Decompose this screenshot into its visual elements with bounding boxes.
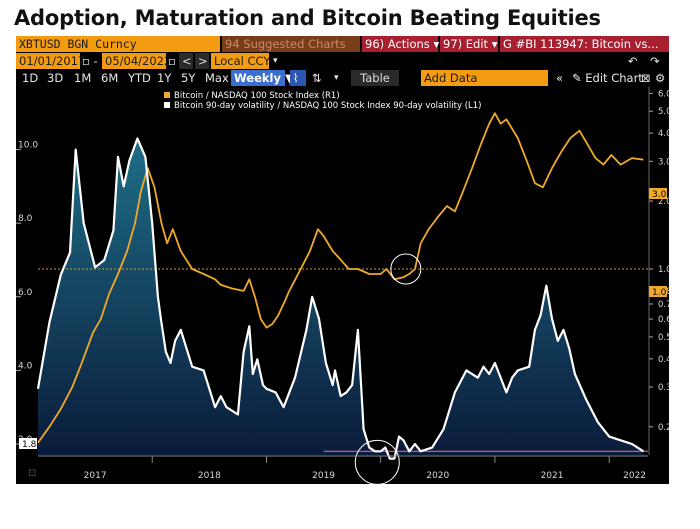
right-axis-label: 0.2 <box>658 423 669 433</box>
last-value-right-top-box <box>649 188 667 199</box>
right-axis-label: 0.6 <box>658 315 669 325</box>
right-axis-label: 0.3 <box>658 383 669 393</box>
prev-period-button[interactable]: < <box>179 53 193 69</box>
period-6m[interactable]: 6M <box>101 71 119 85</box>
x-axis-label: 2021 <box>541 471 564 481</box>
chart-settings-icon[interactable]: ⊠ <box>641 71 651 85</box>
period-3d[interactable]: 3D <box>47 71 64 85</box>
right-axis-label: 0.5 <box>658 333 669 343</box>
x-axis-label: 2017 <box>84 471 107 481</box>
add-data-field[interactable]: Add Data <box>421 70 548 86</box>
actions-menu[interactable]: 96) Actions ▾ <box>362 36 439 52</box>
last-value-right-top: 3.0 <box>652 190 667 200</box>
table-button[interactable]: Table <box>351 70 399 86</box>
suggested-charts-button[interactable]: 94 Suggested Charts <box>222 36 360 52</box>
x-axis-label: 2022 <box>623 471 646 481</box>
period-1m[interactable]: 1M <box>74 71 92 85</box>
headline: Adoption, Maturation and Bitcoin Beating… <box>14 6 601 30</box>
legend-swatch-vol <box>164 102 170 108</box>
x-axis-label: 2018 <box>198 471 221 481</box>
right-axis-label: 2.0 <box>658 197 669 207</box>
start-date-field[interactable]: 01/01/2017 <box>16 53 85 69</box>
volatility-area <box>38 138 644 459</box>
last-value-right-mid-box <box>649 286 667 297</box>
bar-type-icon[interactable]: ⇅ <box>312 71 322 85</box>
edit-menu[interactable]: 97) Edit ▾ <box>440 36 498 52</box>
line-chart-icon[interactable]: ⌇ <box>290 70 306 86</box>
undo-icon[interactable]: ↶ <box>628 54 638 68</box>
currency-field[interactable]: Local CCY <box>211 53 270 69</box>
toolbar-row-1: XBTUSD BGN Curncy 94 Suggested Charts 96… <box>16 36 669 52</box>
gear-icon[interactable]: ⚙ <box>655 71 666 85</box>
zoom-icon[interactable]: ⊡ <box>28 468 36 479</box>
last-value-left-box <box>19 438 37 449</box>
toolbar-row-3: 1D 3D 1M 6M YTD 1Y 5Y Max Weekly ▼ ⌇ ⇅ ▾… <box>16 70 669 86</box>
calendar-icon[interactable]: ▫ - <box>82 54 98 68</box>
toolbar-row-2: 01/01/2017 ▫ - 05/04/2022 ▫ < > Local CC… <box>16 53 669 69</box>
chart-title-field[interactable]: G #BI 113947: Bitcoin vs... <box>500 36 669 52</box>
currency-dropdown-icon[interactable]: ▾ <box>273 56 278 66</box>
left-axis-label: 6.0 <box>18 288 33 298</box>
next-period-button[interactable]: > <box>195 53 209 69</box>
period-1y[interactable]: 1Y <box>157 71 172 85</box>
end-date-field[interactable]: 05/04/2022 <box>102 53 171 69</box>
bloomberg-terminal: XBTUSD BGN Curncy 94 Suggested Charts 96… <box>16 36 669 484</box>
x-axis-label: 2020 <box>426 471 449 481</box>
right-axis-label: 3.0 <box>658 157 669 167</box>
annotation-circle-2 <box>354 439 400 484</box>
ticker-field[interactable]: XBTUSD BGN Curncy <box>16 36 220 52</box>
x-axis-label: 2019 <box>312 471 335 481</box>
chart-type-dropdown-icon[interactable]: ▾ <box>334 73 339 83</box>
legend-label-vol: Bitcoin 90-day volatility / NASDAQ 100 S… <box>174 101 481 111</box>
period-max[interactable]: Max <box>205 71 229 85</box>
legend-label-btc: Bitcoin / NASDAQ 100 Stock Index (R1) <box>174 91 340 101</box>
right-axis-label: 6.0 <box>658 89 669 99</box>
left-axis-label: 8.0 <box>18 214 33 224</box>
left-axis-label: 10.0 <box>18 141 38 151</box>
right-axis-label: 5.0 <box>658 107 669 117</box>
period-5y[interactable]: 5Y <box>181 71 196 85</box>
right-axis-label: 1.0 <box>658 265 669 275</box>
bitcoin-nasdaq-line <box>37 112 644 444</box>
left-axis-label: 4.0 <box>18 361 33 371</box>
redo-icon[interactable]: ↷ <box>650 54 660 68</box>
right-axis-label: 0.7 <box>658 300 669 310</box>
period-1d[interactable]: 1D <box>22 71 39 85</box>
edit-chart-button[interactable]: ✎ Edit Chart <box>572 71 643 85</box>
volatility-line <box>36 137 644 460</box>
last-value-left: 1.8 <box>22 440 37 450</box>
period-ytd[interactable]: YTD <box>128 71 151 85</box>
calendar-icon-2[interactable]: ▫ <box>168 54 176 68</box>
annotation-circle-1 <box>390 253 422 285</box>
last-value-right-mid: 1.0 <box>652 288 667 298</box>
chart-svg: Bitcoin / NASDAQ 100 Stock Index (R1) Bi… <box>16 87 669 484</box>
legend-swatch-btc <box>164 92 170 98</box>
collapse-icon[interactable]: « <box>556 71 564 85</box>
right-axis-label: 4.0 <box>658 129 669 139</box>
right-axis-label: 0.4 <box>658 355 669 365</box>
frequency-select[interactable]: Weekly ▼ <box>231 70 294 86</box>
